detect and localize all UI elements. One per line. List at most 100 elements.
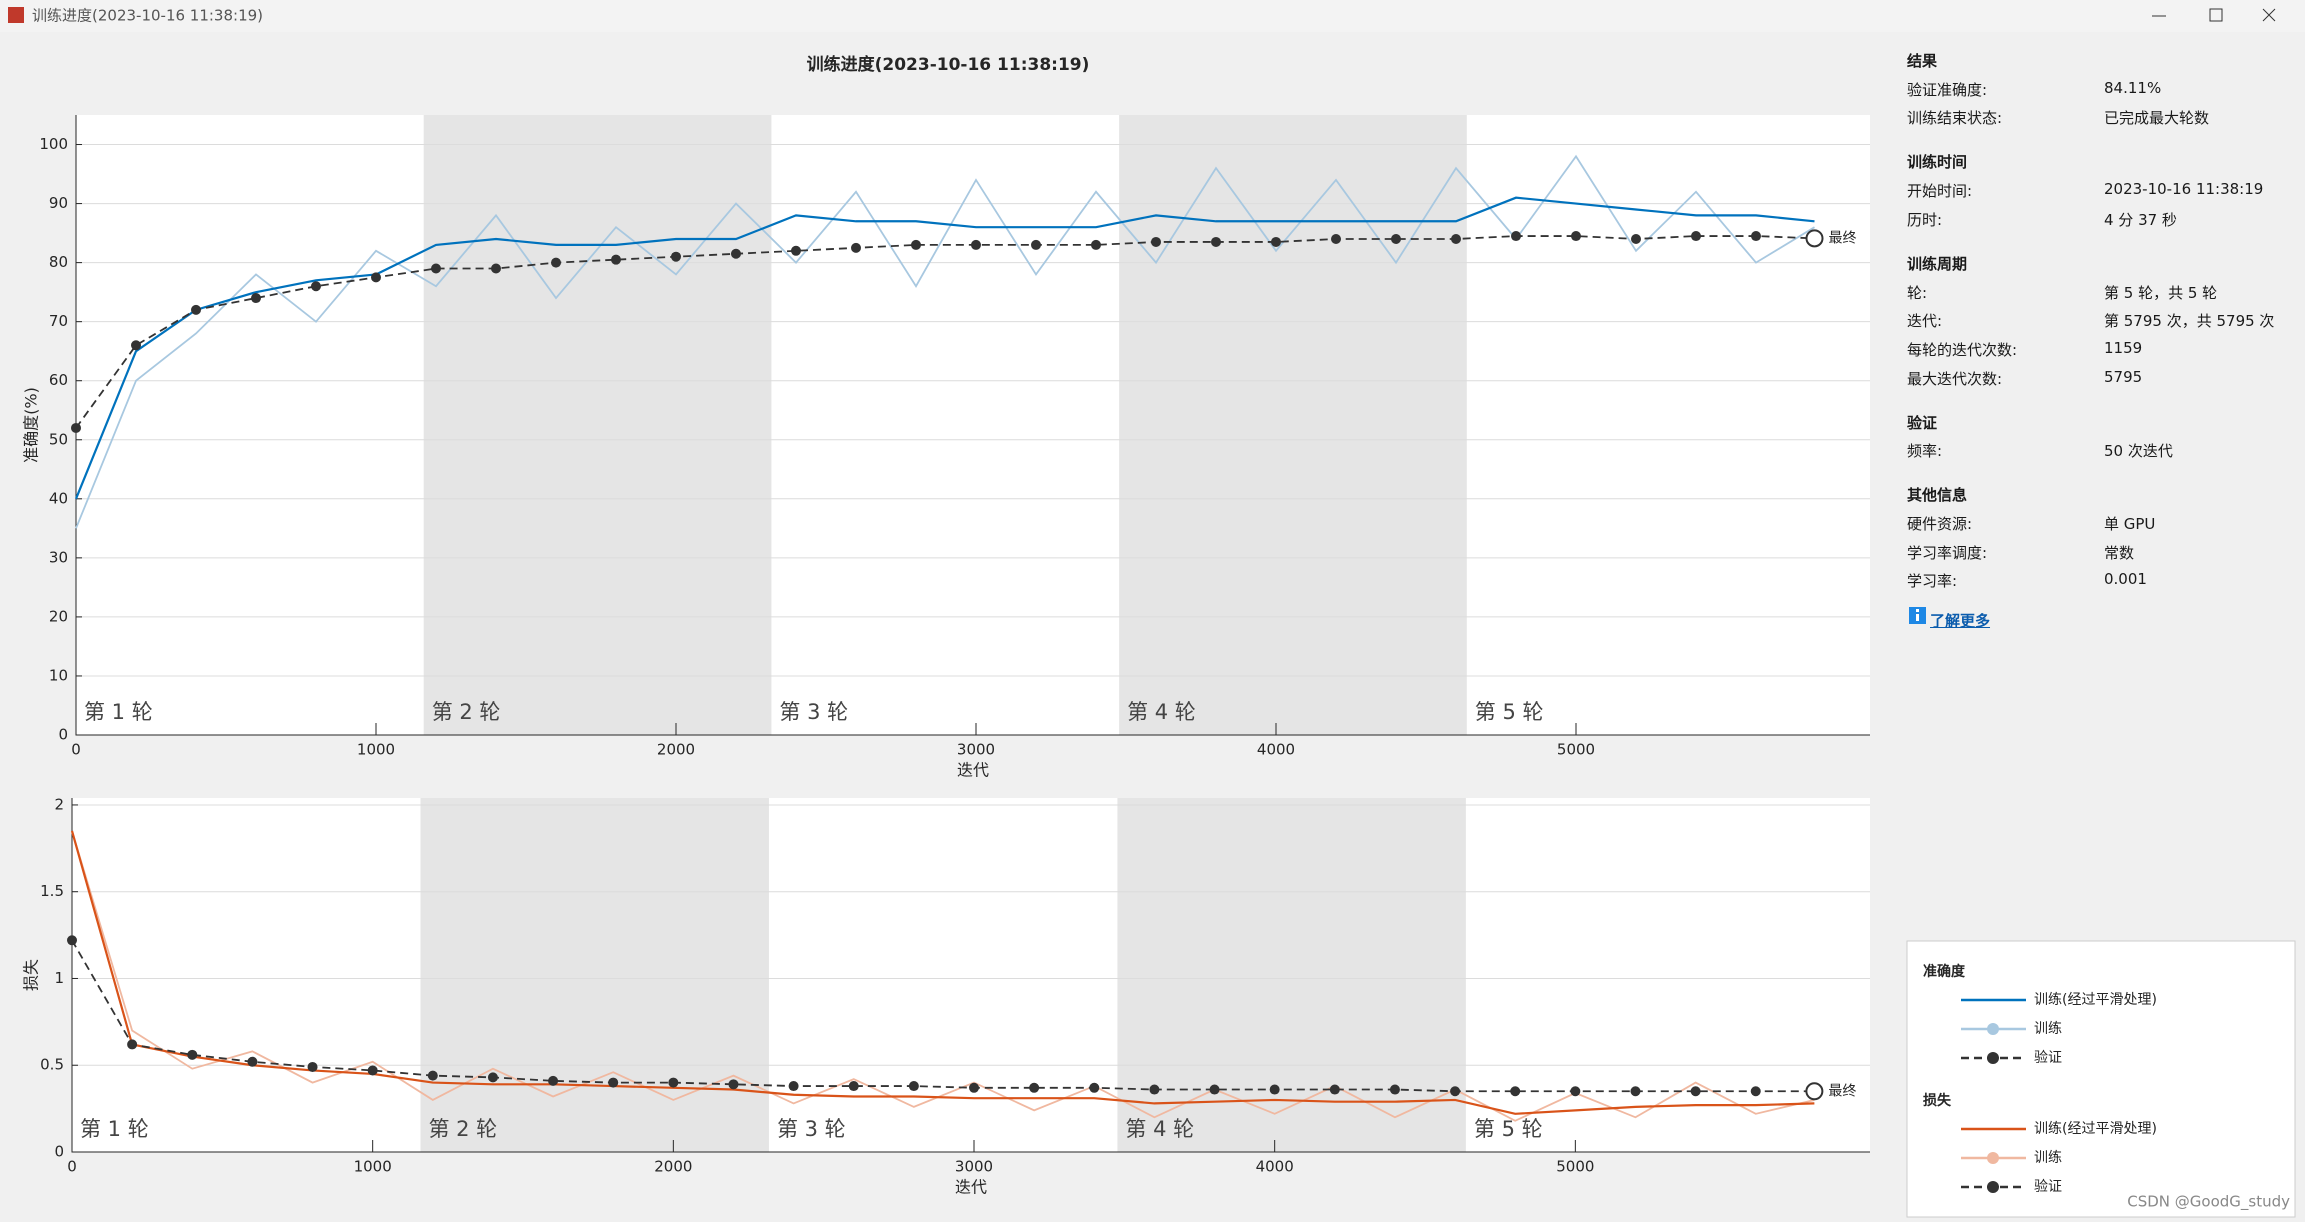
series-marker (67, 935, 77, 946)
x-tick-label: 3000 (957, 741, 995, 759)
epoch-band (1119, 115, 1467, 735)
x-tick-label: 3000 (955, 1158, 993, 1176)
epoch-label: 第 3 轮 (777, 1117, 846, 1141)
epoch-band (1117, 798, 1466, 1152)
series-marker (247, 1056, 258, 1067)
epoch-label: 第 4 轮 (1125, 1117, 1194, 1141)
series-marker (1690, 1086, 1701, 1097)
series-marker (127, 1039, 138, 1050)
series-marker (611, 254, 621, 265)
info-label: 历时: (1907, 210, 1943, 229)
watermark: CSDN @GoodG_study (2127, 1193, 2290, 1212)
info-value: 第 5795 次，共 5795 次 (2104, 312, 2275, 331)
info-icon-dot (1916, 609, 1919, 612)
series-marker (1571, 231, 1581, 242)
series-marker (307, 1061, 318, 1072)
axes (75, 115, 1870, 736)
series-marker (728, 1079, 739, 1090)
epoch-band (420, 798, 769, 1152)
series-marker (668, 1077, 679, 1088)
y-tick-label: 60 (49, 371, 68, 389)
epoch-label: 第 3 轮 (779, 700, 848, 724)
info-label: 训练结束状态: (1907, 109, 2003, 128)
series-marker (311, 281, 321, 292)
y-tick-label: 2 (54, 795, 64, 813)
series-marker (191, 304, 201, 315)
x-tick-label: 2000 (657, 741, 695, 759)
series-line (75, 235, 1815, 429)
plot-area (76, 115, 1870, 735)
legend-label: 验证 (2034, 1050, 2062, 1066)
legend-title: 准确度 (1923, 963, 1966, 980)
series-marker (1331, 234, 1341, 244)
app-icon (8, 7, 24, 23)
epoch-label: 第 1 轮 (80, 1117, 149, 1141)
series-marker (1029, 1082, 1040, 1093)
series-marker (848, 1081, 859, 1092)
title-bar (0, 0, 2305, 32)
series-marker (608, 1077, 619, 1088)
x-tick-label: 1000 (357, 741, 395, 759)
maximize-button[interactable] (2209, 8, 2223, 22)
x-tick-label: 5000 (1557, 741, 1595, 759)
series-marker (1329, 1084, 1340, 1095)
x-axis-label: 迭代 (957, 761, 989, 780)
final-label: 最终 (1829, 230, 1857, 246)
info-label: 频率: (1907, 442, 1943, 461)
series-marker (969, 1082, 980, 1093)
series-marker (1089, 1082, 1100, 1093)
legend-box (1906, 940, 2296, 1218)
series-marker (1630, 1086, 1641, 1097)
series-marker (791, 245, 801, 256)
y-tick-label: 30 (49, 548, 68, 566)
final-marker (1805, 229, 1824, 248)
series-marker (71, 422, 81, 433)
learn-more-link[interactable]: 了解更多 (1930, 612, 1991, 631)
legend-marker (1987, 1052, 1999, 1064)
x-tick-label: 4000 (1256, 1158, 1294, 1176)
info-label: 开始时间: (1907, 182, 1973, 201)
y-tick-label: 10 (49, 666, 68, 684)
series-marker (908, 1081, 919, 1092)
section-title: 训练周期 (1907, 254, 1968, 273)
series-marker (487, 1072, 498, 1083)
window-title: 训练进度(2023-10-16 11:38:19) (32, 7, 263, 25)
legend-label: 训练(经过平滑处理) (2034, 991, 2157, 1008)
series-marker (1091, 239, 1101, 250)
legend-label: 训练 (2034, 1021, 2062, 1037)
series-marker (1269, 1084, 1280, 1095)
y-tick-label: 0 (54, 1143, 64, 1161)
series-marker (971, 239, 981, 250)
series-marker (1149, 1084, 1160, 1095)
y-tick-label: 100 (39, 135, 68, 153)
x-axis-label: 迭代 (955, 1178, 987, 1197)
section-title: 训练时间 (1907, 153, 1968, 172)
y-tick-label: 1 (54, 969, 64, 987)
epoch-label: 第 4 轮 (1127, 700, 1196, 724)
series-marker (427, 1070, 438, 1081)
legend-label: 训练 (2034, 1150, 2062, 1166)
y-tick-label: 1.5 (40, 882, 64, 900)
series-marker (1691, 231, 1701, 242)
info-label: 验证准确度: (1907, 80, 1988, 99)
close-button[interactable] (2262, 8, 2276, 22)
series-marker (251, 293, 261, 304)
series-line (71, 939, 1815, 1093)
legend-marker (1987, 1181, 1999, 1193)
series-marker (131, 340, 141, 351)
y-tick-label: 50 (49, 430, 68, 448)
axes (71, 798, 1870, 1153)
series-marker (1751, 231, 1761, 242)
legend-label: 验证 (2034, 1179, 2062, 1195)
info-value: 84.11% (2104, 78, 2162, 97)
section-title: 其他信息 (1907, 486, 1968, 505)
series-line (71, 830, 1815, 1122)
series-marker (911, 239, 921, 250)
epoch-label: 第 5 轮 (1475, 700, 1544, 724)
series-marker (1209, 1084, 1220, 1095)
info-label: 轮: (1907, 283, 1928, 302)
series-marker (671, 251, 681, 262)
epoch-label: 第 2 轮 (428, 1117, 497, 1141)
